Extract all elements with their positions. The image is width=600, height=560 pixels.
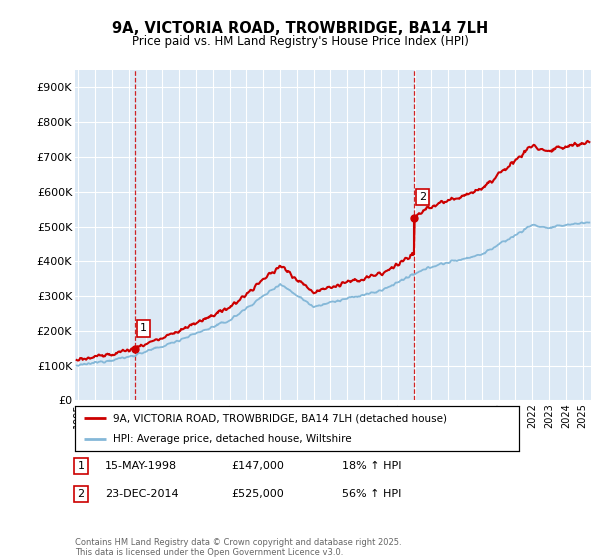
Text: 23-DEC-2014: 23-DEC-2014: [105, 489, 179, 499]
Text: £147,000: £147,000: [231, 461, 284, 471]
Text: 2: 2: [77, 489, 85, 499]
Text: HPI: Average price, detached house, Wiltshire: HPI: Average price, detached house, Wilt…: [113, 433, 352, 444]
Text: Contains HM Land Registry data © Crown copyright and database right 2025.
This d: Contains HM Land Registry data © Crown c…: [75, 538, 401, 557]
Text: 9A, VICTORIA ROAD, TROWBRIDGE, BA14 7LH (detached house): 9A, VICTORIA ROAD, TROWBRIDGE, BA14 7LH …: [113, 413, 447, 423]
Text: 1: 1: [140, 324, 147, 333]
Text: £525,000: £525,000: [231, 489, 284, 499]
Text: Price paid vs. HM Land Registry's House Price Index (HPI): Price paid vs. HM Land Registry's House …: [131, 35, 469, 48]
Text: 2: 2: [419, 192, 426, 202]
Text: 1: 1: [77, 461, 85, 471]
Text: 15-MAY-1998: 15-MAY-1998: [105, 461, 177, 471]
Text: 56% ↑ HPI: 56% ↑ HPI: [342, 489, 401, 499]
Text: 18% ↑ HPI: 18% ↑ HPI: [342, 461, 401, 471]
Text: 9A, VICTORIA ROAD, TROWBRIDGE, BA14 7LH: 9A, VICTORIA ROAD, TROWBRIDGE, BA14 7LH: [112, 21, 488, 36]
